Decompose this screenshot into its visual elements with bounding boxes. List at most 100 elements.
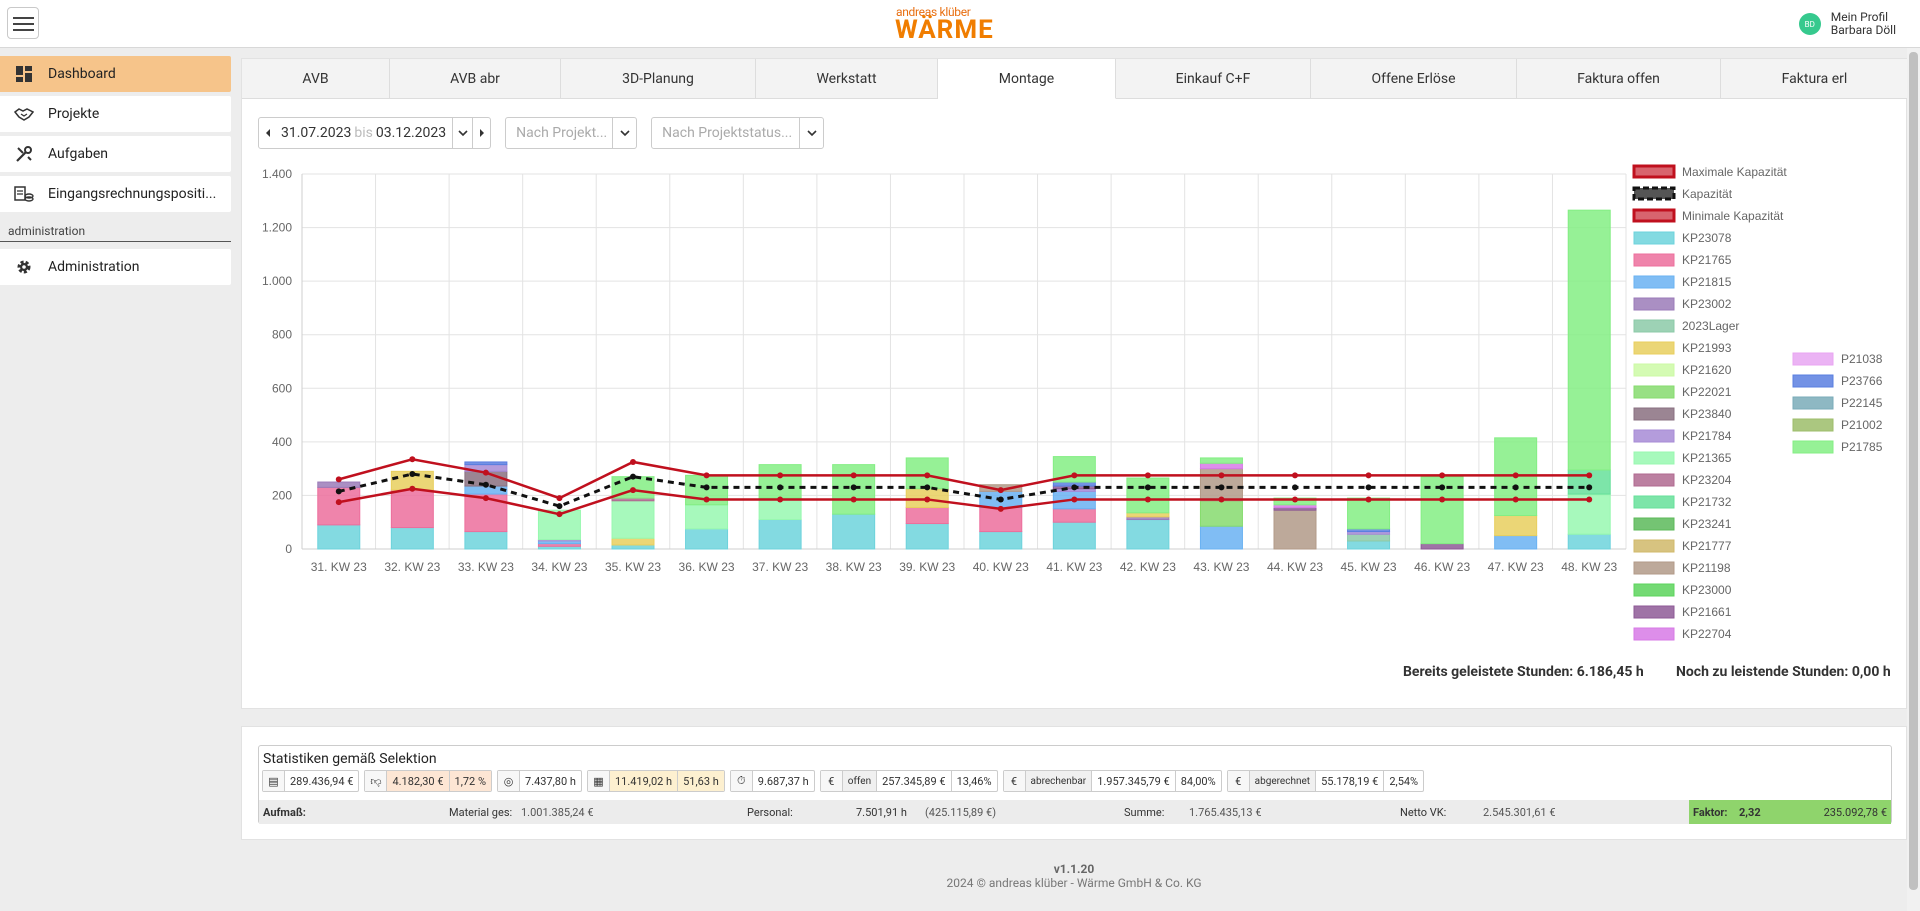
capacity-line <box>338 487 1590 516</box>
legend-swatch <box>1633 451 1675 465</box>
bar-segment <box>979 531 1023 550</box>
capacity-point <box>1071 496 1078 503</box>
legend-swatch <box>1633 627 1675 641</box>
netto-value: 2.545.301,61 € <box>1483 806 1556 819</box>
capacity-chart: 0 200 400 600 800 1.000 1.200 1.400 31. KW 23 32.… <box>242 159 1906 663</box>
hamburger-icon-line <box>13 29 34 31</box>
capacity-point <box>850 496 857 503</box>
prev-range-button[interactable] <box>259 118 277 148</box>
bar-segment <box>611 500 655 539</box>
capacity-point <box>1586 496 1593 503</box>
capacity-point <box>630 473 636 480</box>
tab-faktura-erl[interactable]: Faktura erl <box>1781 71 1848 87</box>
next-range-button[interactable] <box>472 118 490 148</box>
legend-label: P21002 <box>1841 418 1883 432</box>
menu-toggle-button[interactable] <box>7 7 39 39</box>
capacity-point <box>924 484 931 491</box>
stat-chip-label: abrechenbar <box>1025 771 1093 791</box>
legend-label: KP23840 <box>1682 407 1732 421</box>
date-to-input[interactable]: 03.12.2023 <box>375 125 447 141</box>
thumbs-down-icon: 👎︎ <box>365 771 388 791</box>
scrollbar-thumb[interactable] <box>1909 52 1918 890</box>
legend-swatch <box>1633 407 1675 421</box>
tab-einkauf[interactable]: Einkauf C+F <box>1116 59 1311 99</box>
sidebar-item-aufgaben[interactable]: Aufgaben <box>0 136 231 172</box>
x-tick-label: 44. KW 23 <box>1267 560 1323 574</box>
legend-label: KP21620 <box>1682 363 1732 377</box>
x-tick-label: 36. KW 23 <box>679 560 735 574</box>
capacity-point <box>703 496 710 503</box>
sidebar-item-dashboard[interactable]: Dashboard <box>0 56 231 92</box>
legend-label: KP21661 <box>1682 605 1732 619</box>
tab-3d-planung[interactable]: 3D-Planung <box>561 59 756 99</box>
logo-big-text: WÄRME <box>895 15 994 45</box>
stat-chip: € abrechenbar 1.957.345,79 € 84,00% <box>1002 770 1222 792</box>
app-version: v1.1.20 <box>1053 862 1095 876</box>
legend-swatch <box>1792 352 1834 366</box>
sidebar-item-administration[interactable]: Administration <box>0 249 231 285</box>
profile-menu[interactable]: BD Mein Profil Barbara Döll <box>1798 9 1896 39</box>
page-scrollbar[interactable] <box>1907 48 1920 911</box>
y-tick-label: 1.000 <box>262 274 292 288</box>
statistics-title: Statistiken gemäß Selektion <box>263 751 437 767</box>
date-from-input[interactable]: 31.07.2023 <box>281 125 352 141</box>
tab-bar: AVB AVB abr 3D-Planung Werkstatt Montage… <box>242 59 1908 99</box>
calculator-icon: ▦ <box>587 771 610 791</box>
stat-chip-label: offen <box>842 771 878 791</box>
project-select[interactable]: Nach Projekt... <box>505 117 638 149</box>
copyright: 2024 © andreas klüber - Wärme GmbH & Co.… <box>946 876 1202 890</box>
capacity-point <box>703 472 710 479</box>
stat-chip-value: 7.437,80 h <box>525 774 576 788</box>
stat-chip: ▦ 11.419,02 h 51,63 h <box>586 770 725 792</box>
x-tick-label: 35. KW 23 <box>605 560 661 574</box>
legend-swatch <box>1632 164 1676 179</box>
stat-chip-value: 84,00% <box>1180 774 1216 788</box>
x-tick-label: 45. KW 23 <box>1341 560 1397 574</box>
tab-faktura-offen[interactable]: Faktura offen <box>1517 59 1721 99</box>
legend-swatch <box>1633 253 1675 267</box>
legend-label: KP21815 <box>1682 275 1732 289</box>
stat-chip: ⏱ 9.687,37 h <box>729 770 815 792</box>
personal-value: (425.115,89 €) <box>925 806 997 819</box>
capacity-point <box>1144 472 1151 479</box>
bar-segment <box>1052 521 1096 550</box>
legend-label: KP23002 <box>1682 297 1732 311</box>
legend-label: KP23078 <box>1682 231 1732 245</box>
legend-label: P21785 <box>1841 440 1883 454</box>
material-value: 1.001.385,24 € <box>521 806 594 819</box>
capacity-point <box>997 487 1004 494</box>
faktor-amount: 235.092,78 € <box>1823 806 1887 819</box>
tab-werkstatt[interactable]: Werkstatt <box>756 59 938 99</box>
personal-label: Personal: <box>747 806 793 819</box>
bar-segment <box>758 519 802 550</box>
bar-segment <box>1273 509 1317 550</box>
summe-label: Summe: <box>1124 806 1165 819</box>
tab-montage[interactable]: Montage <box>938 59 1116 99</box>
bar-segment <box>1420 543 1464 550</box>
tab-avb-abr[interactable]: AVB abr <box>390 59 561 99</box>
x-tick-label: 42. KW 23 <box>1120 560 1176 574</box>
stopwatch-icon: ⏱ <box>730 771 753 791</box>
material-label: Material ges: <box>449 806 513 819</box>
tab-offene-erloese[interactable]: Offene Erlöse <box>1311 59 1517 99</box>
stat-chip: 👎︎ 4.182,30 €1,72 % <box>364 770 493 792</box>
sidebar-item-eingangsrechnungen[interactable]: Eingangsrechnungspositi... <box>0 176 231 212</box>
legend-label: KP21784 <box>1682 429 1732 443</box>
project-status-select[interactable]: Nach Projektstatus... <box>651 117 825 149</box>
bar-segment <box>1494 515 1538 537</box>
capacity-point <box>777 484 784 491</box>
tab-avb[interactable]: AVB <box>242 59 390 99</box>
capacity-point <box>1439 484 1446 491</box>
statistics-panel: Statistiken gemäß Selektion ▤ 289.436,94 … <box>241 726 1907 840</box>
chevron-down-icon <box>612 118 636 148</box>
capacity-point <box>997 496 1004 503</box>
capacity-point <box>1512 496 1519 503</box>
company-logo[interactable]: andreas klüber WÄRME <box>895 6 1025 45</box>
date-dropdown-button[interactable] <box>452 118 472 148</box>
date-range-picker[interactable]: 31.07.2023 bis 03.12.2023 <box>258 117 492 149</box>
capacity-point <box>482 481 489 488</box>
legend-swatch <box>1633 539 1675 553</box>
sidebar-item-projekte[interactable]: Projekte <box>0 96 231 132</box>
capacity-point <box>924 496 931 503</box>
profile-label: Mein Profil <box>1830 10 1889 24</box>
